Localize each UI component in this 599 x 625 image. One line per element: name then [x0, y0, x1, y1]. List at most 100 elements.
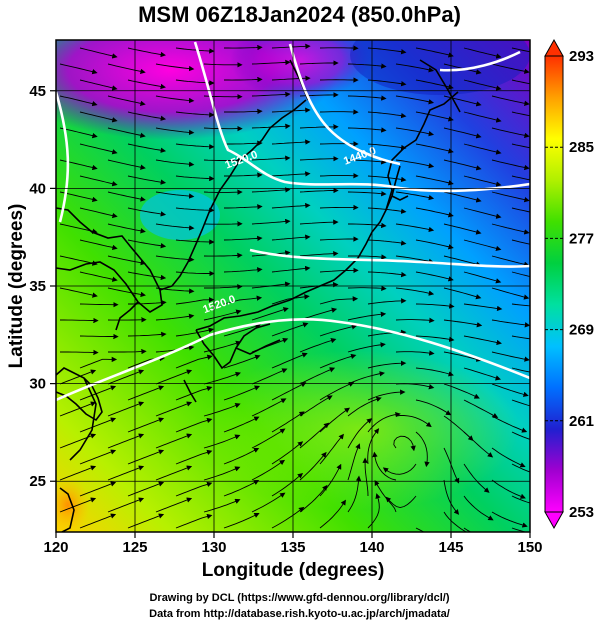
wind-streamline — [463, 207, 502, 219]
wind-streamline — [299, 338, 337, 353]
wind-streamline — [347, 191, 387, 197]
wind-streamline — [127, 239, 167, 249]
wind-streamline — [155, 369, 193, 385]
wind-streamline — [299, 422, 330, 449]
wind-streamline — [251, 59, 291, 66]
wind-streamline — [415, 175, 454, 186]
wind-streamline — [367, 143, 407, 151]
wind-streamline — [59, 497, 97, 513]
lat-lon-grid — [56, 40, 530, 532]
wind-streamline — [393, 435, 416, 452]
wind-streamline — [155, 223, 195, 231]
wind-streamline — [443, 127, 482, 139]
wind-streamline — [443, 479, 460, 515]
wind-streamline — [382, 463, 417, 475]
x-tick-label: 130 — [201, 539, 226, 556]
wind-streamline — [443, 319, 483, 328]
wind-streamline — [203, 157, 243, 164]
wind-streamline — [155, 95, 195, 104]
wind-streamline — [155, 191, 195, 199]
wind-streamline — [107, 287, 146, 298]
wind-streamline — [347, 159, 387, 165]
wind-streamline — [415, 47, 454, 58]
wind-streamline — [443, 287, 482, 300]
wind-streamline — [79, 47, 118, 59]
wind-streamline — [59, 287, 98, 298]
wind-streamline — [127, 47, 166, 58]
colorbar-tick-label: 261 — [569, 413, 594, 430]
wind-streamline — [443, 383, 480, 399]
wind-streamline — [203, 466, 241, 481]
wind-streamline — [319, 353, 357, 369]
wind-streamline — [395, 317, 435, 323]
wind-streamline — [299, 395, 333, 417]
wind-streamline — [271, 234, 311, 241]
wind-streamline — [203, 125, 243, 132]
wind-streamline — [127, 331, 167, 338]
wind-streamline — [79, 239, 118, 251]
wind-streamline — [443, 159, 482, 171]
wind-streamline — [395, 95, 435, 105]
wind-streamline — [299, 250, 339, 257]
wind-streamline — [319, 433, 344, 465]
wind-streamline — [463, 239, 502, 252]
wind-streamline — [463, 463, 490, 493]
wind-streamline — [175, 297, 215, 305]
wind-streamline — [367, 47, 407, 55]
credit-line-drawing: Drawing by DCL (https://www.gfd-dennou.o… — [149, 592, 450, 604]
wind-streamline — [372, 451, 397, 481]
wind-streamline — [491, 511, 528, 528]
wind-streamline — [175, 354, 213, 369]
wind-streamline — [127, 111, 167, 121]
wind-streamline — [79, 356, 118, 369]
y-axis-ticks: 25 30 35 40 45 — [29, 83, 56, 490]
wind-streamline — [155, 313, 195, 321]
wind-streamline — [347, 418, 373, 449]
y-tick-label: 35 — [29, 278, 46, 295]
wind-streamline — [79, 111, 118, 123]
wind-streamline — [491, 479, 526, 499]
wind-streamline — [128, 300, 167, 306]
wind-streamline — [223, 295, 263, 305]
wind-streamline — [415, 399, 452, 416]
wind-streamline — [223, 235, 263, 242]
wind-streamline — [223, 480, 260, 497]
wind-streamline — [463, 367, 501, 381]
wind-streamline — [271, 322, 309, 337]
wind-streamline — [59, 255, 98, 266]
wind-streamline — [155, 433, 193, 449]
colorbar: 253 261 269 277 285 293 — [544, 38, 594, 530]
wind-streamline — [175, 143, 215, 150]
wind-streamline — [271, 265, 311, 273]
wind-streamline — [319, 381, 355, 401]
wind-streamline — [347, 443, 361, 481]
wind-streamline — [367, 79, 407, 87]
wind-streamline — [271, 441, 304, 465]
wind-streamline — [271, 294, 310, 305]
wind-streamline — [415, 431, 430, 468]
wind-streamline — [395, 159, 435, 169]
wind-streamline — [60, 349, 99, 356]
wind-streamline — [367, 111, 407, 119]
wind-streamline — [367, 239, 407, 246]
wind-streamline — [175, 175, 215, 182]
wind-streamline — [271, 139, 311, 145]
wind-streamline — [251, 91, 291, 98]
wind-streamline — [491, 415, 528, 433]
wind-streamline — [79, 385, 117, 401]
wind-streamline — [127, 385, 165, 401]
wind-streamline — [59, 401, 97, 417]
wind-streamline — [319, 324, 358, 337]
x-tick-label: 145 — [438, 539, 463, 556]
wind-streamline — [251, 492, 286, 513]
wind-streamline — [415, 303, 455, 309]
wind-streamline — [319, 296, 359, 305]
wind-streamline — [223, 416, 260, 433]
wind-streamline — [348, 254, 387, 260]
wind-streamline — [319, 463, 342, 497]
wind-streamline — [347, 95, 387, 101]
wind-streamline — [60, 317, 99, 324]
x-tick-label: 125 — [122, 539, 147, 556]
credits: Drawing by DCL (https://www.gfd-dennou.o… — [0, 590, 599, 622]
wind-streamline — [175, 481, 213, 497]
